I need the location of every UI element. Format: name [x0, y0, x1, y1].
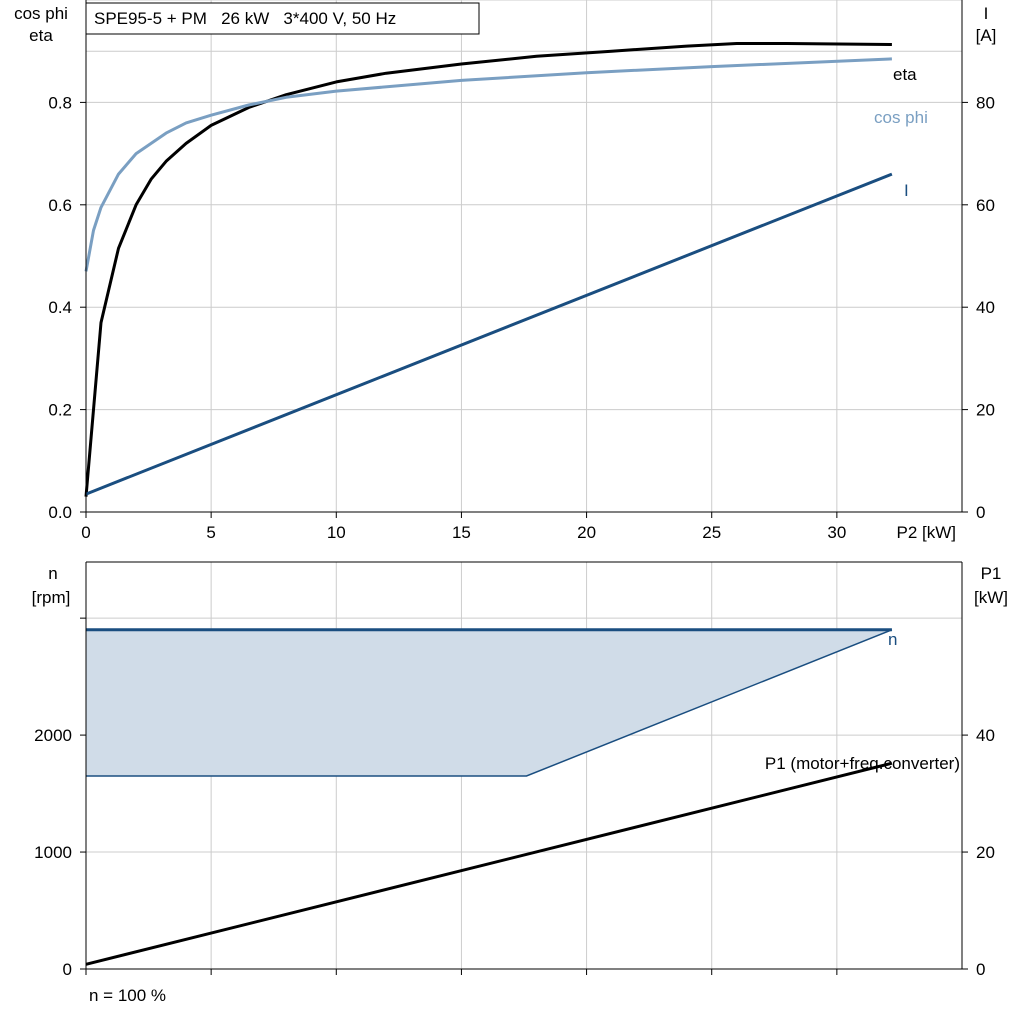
bottom-left-tick-label: 0	[63, 960, 72, 979]
top-right-tick-label: 60	[976, 196, 995, 215]
top-left-tick-label: 0.6	[48, 196, 72, 215]
bottom-right-axis-label-line2: [kW]	[974, 588, 1008, 607]
top-left-axis-label-line1: cos phi	[14, 4, 68, 23]
speed-min-boundary	[86, 629, 893, 777]
top-left-tick-label: 0.2	[48, 401, 72, 420]
bottom-ticks: 0 1000 2000 0 20 40	[34, 617, 995, 979]
bottom-left-tick-label: 2000	[34, 726, 72, 745]
top-right-tick-label: 40	[976, 298, 995, 317]
top-right-tick-label: 0	[976, 503, 985, 522]
speed-range-area	[86, 629, 892, 776]
top-x-axis-label: P2 [kW]	[896, 523, 956, 542]
top-chart: 0 5 10 15 20 25 30 0.0 0.2 0.4 0.6 0.8 0 20 40 60 80 SPE…	[14, 0, 996, 542]
top-left-tick-label: 0.8	[48, 93, 72, 112]
top-right-axis-label-line1: I	[984, 4, 989, 23]
top-x-tick-label: 30	[827, 523, 846, 542]
top-right-tick-label: 20	[976, 401, 995, 420]
top-ticks: 0 5 10 15 20 25 30 0.0 0.2 0.4 0.6 0.8 0 20 40 60 80	[48, 93, 995, 542]
bottom-left-axis-label-line2: [rpm]	[32, 588, 71, 607]
bottom-right-axis-label-line1: P1	[981, 564, 1002, 583]
bottom-chart: 0 1000 2000 0 20 40 n [rpm] P1 [kW] n P1 (mot…	[32, 561, 1008, 1005]
bottom-right-tick-label: 40	[976, 726, 995, 745]
bottom-right-tick-label: 0	[976, 960, 985, 979]
bottom-right-tick-label: 20	[976, 843, 995, 862]
bottom-series	[85, 628, 893, 966]
series-label-cos-phi: cos phi	[874, 108, 928, 127]
top-x-tick-label: 15	[452, 523, 471, 542]
top-x-tick-label: 0	[81, 523, 90, 542]
top-x-tick-label: 5	[206, 523, 215, 542]
top-x-tick-label: 25	[702, 523, 721, 542]
speed-footnote: n = 100 %	[89, 986, 166, 1005]
series-label-current: I	[904, 181, 909, 200]
top-left-tick-label: 0.0	[48, 503, 72, 522]
series-label-p1: P1 (motor+freq.converter)	[765, 754, 960, 773]
top-right-tick-label: 80	[976, 93, 995, 112]
chart-title-box	[85, 2, 480, 35]
current-line	[85, 172, 893, 496]
top-axes	[85, 0, 963, 513]
top-right-axis-label-line2: [A]	[976, 26, 997, 45]
p1-line	[85, 761, 893, 966]
bottom-axes	[85, 561, 963, 970]
top-x-tick-label: 10	[327, 523, 346, 542]
top-x-tick-label: 20	[577, 523, 596, 542]
chart-title: SPE95-5 + PM 26 kW 3*400 V, 50 Hz	[94, 9, 396, 28]
top-left-tick-label: 0.4	[48, 298, 72, 317]
cos-phi-curve	[84, 57, 892, 272]
bottom-left-tick-label: 1000	[34, 843, 72, 862]
top-series	[84, 42, 893, 497]
bottom-left-axis-label-line1: n	[48, 564, 57, 583]
series-label-eta: eta	[893, 65, 917, 84]
top-left-axis-label-line2: eta	[29, 26, 53, 45]
series-label-speed: n	[888, 630, 897, 649]
eta-curve	[84, 42, 892, 497]
